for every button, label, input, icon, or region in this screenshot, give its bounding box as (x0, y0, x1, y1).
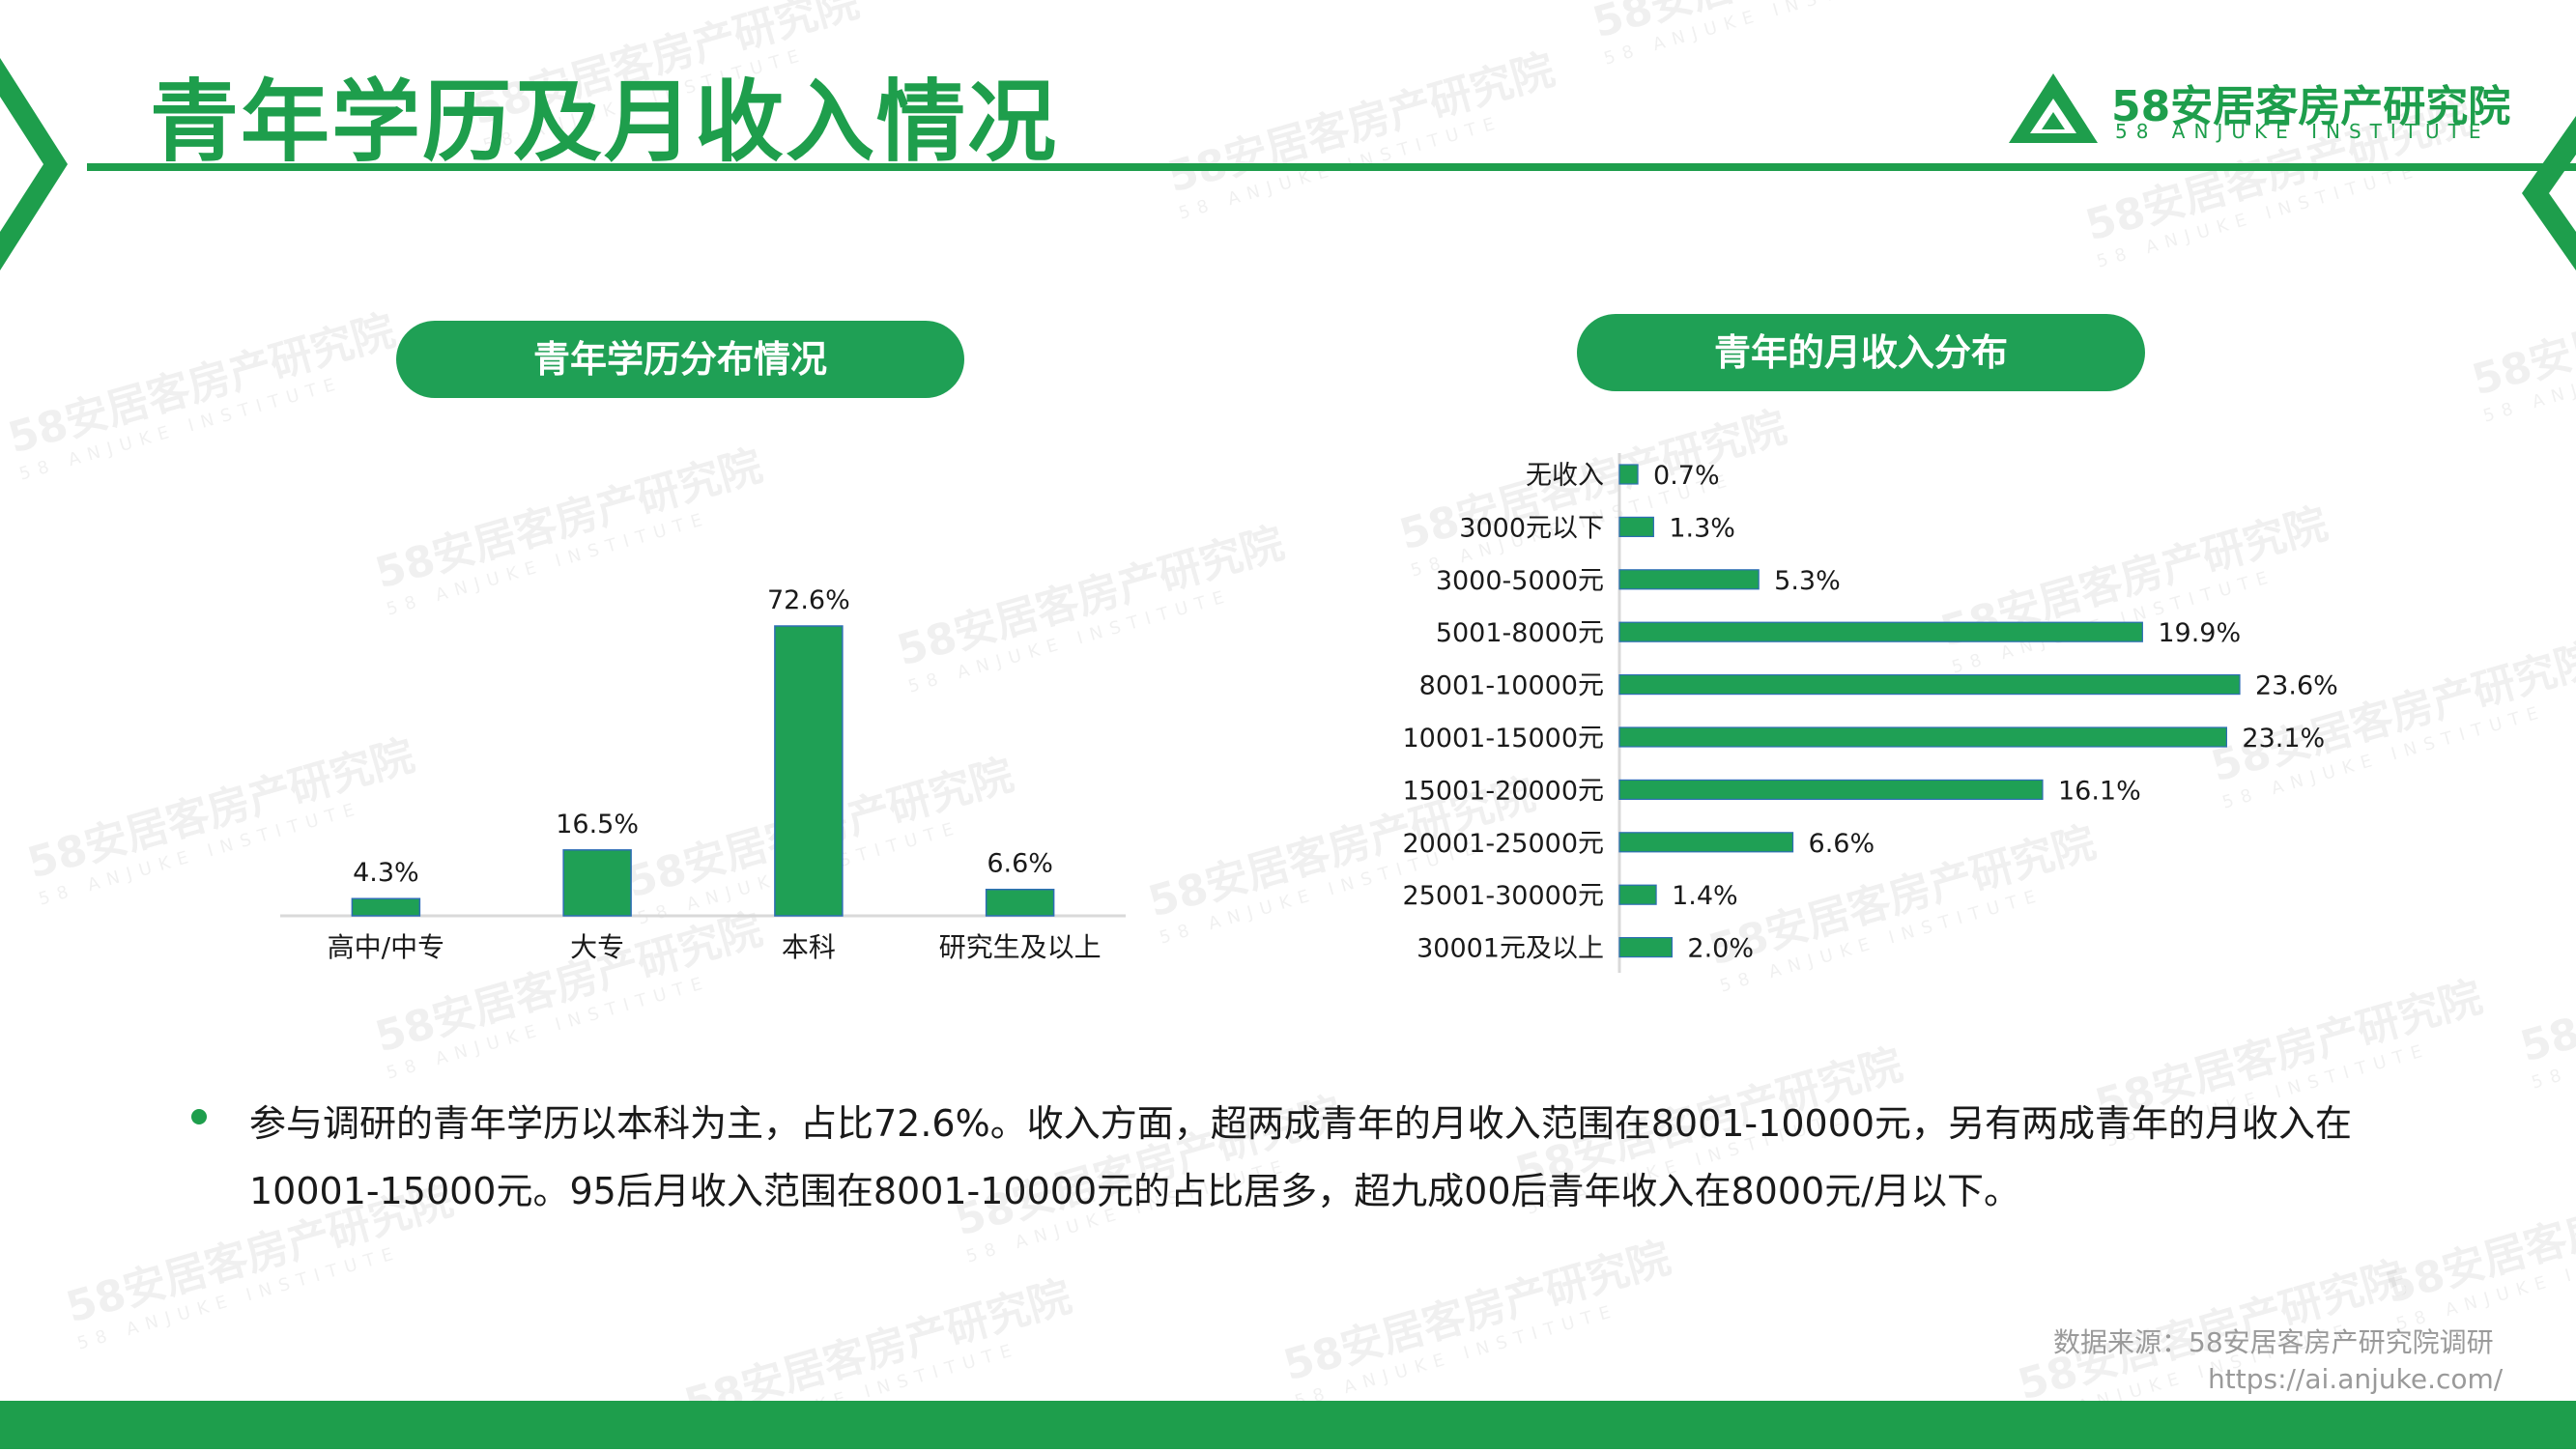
income-bar (1618, 516, 1654, 538)
education-chart-title: 青年学历分布情况 (396, 321, 964, 398)
income-bar-value-label: 0.7% (1653, 461, 1720, 491)
footer-bar (0, 1401, 2576, 1449)
logo-name-cn: 58安居客房产研究院 (2111, 82, 2511, 131)
income-bar (1618, 674, 2241, 696)
income-bar-value-label: 23.6% (2255, 671, 2338, 701)
income-category-label: 无收入 (1526, 461, 1604, 491)
income-category-label: 3000元以下 (1459, 513, 1604, 543)
education-bar (774, 625, 844, 917)
education-bar (351, 897, 421, 917)
triangle-a-icon (2009, 73, 2098, 143)
watermark-name-cn: 58安居客房产研究院 (1162, 44, 1560, 203)
education-bar-chart: 4.3% 高中/中专 16.5% 大专 72.6% 本科 6.6% 研究生及以上 (280, 585, 1126, 963)
income-bar-value-label: 6.6% (1809, 829, 1875, 859)
education-category-label: 大专 (570, 931, 624, 963)
income-bar (1618, 779, 2044, 800)
watermark-name-en: 58 ANJUKE INSTITUTE (2529, 982, 2576, 1094)
income-bar-value-label: 2.0% (1687, 934, 1754, 964)
income-bar (1618, 726, 2227, 748)
income-bar-value-label: 5.3% (1774, 566, 1841, 596)
income-bar-value-label: 19.9% (2158, 618, 2241, 648)
watermark-name-en: 58 ANJUKE INSTITUTE (2094, 159, 2422, 272)
income-category-label: 3000-5000元 (1436, 566, 1604, 596)
education-bar (562, 849, 632, 917)
education-category-label: 高中/中专 (328, 931, 444, 963)
income-bar (1618, 569, 1760, 590)
education-bar-value-label: 4.3% (353, 858, 419, 888)
page-title: 青年学历及月收入情况 (150, 71, 1059, 174)
income-bar-value-label: 1.4% (1672, 881, 1738, 911)
watermark-name-cn: 58安居客房产研究院 (2515, 914, 2576, 1072)
income-bar (1618, 884, 1657, 905)
income-category-label: 8001-10000元 (1419, 671, 1604, 701)
data-source-url[interactable]: https://ai.anjuke.com/ (2208, 1363, 2504, 1395)
education-bar (985, 888, 1055, 917)
watermark-name-en: 58 ANJUKE INSTITUTE (1176, 111, 1504, 224)
watermark-name-en: 58 ANJUKE INSTITUTE (2480, 315, 2576, 427)
income-bar-chart: 无收入 0.7% 3000元以下 1.3% 3000-5000元 5.3% 5001-800… (1402, 453, 2338, 973)
watermark-name-en: 58 ANJUKE INSTITUTE (1292, 1299, 1620, 1412)
income-bar (1618, 832, 1794, 853)
income-bar-value-label: 16.1% (2058, 776, 2141, 806)
watermark-name-en: 58 ANJUKE INSTITUTE (1601, 0, 1930, 70)
watermark-name-cn: 58安居客房产研究院 (2380, 1155, 2576, 1314)
header-divider (87, 163, 2576, 171)
income-chart-title: 青年的月收入分布 (1577, 314, 2145, 391)
watermark-name-en: 58 ANJUKE INSTITUTE (2393, 1222, 2576, 1335)
brand-logo: 58安居客房产研究院 58 ANJUKE INSTITUTE (2005, 70, 2511, 147)
income-category-label: 25001-30000元 (1402, 881, 1604, 911)
income-bar (1618, 621, 2143, 642)
income-category-label: 30001元及以上 (1417, 934, 1604, 964)
income-category-label: 5001-8000元 (1436, 618, 1604, 648)
right-chevron-decoration (2522, 116, 2576, 270)
education-bar-value-label: 6.6% (987, 849, 1053, 879)
income-category-label: 20001-25000元 (1402, 829, 1604, 859)
watermark-name-cn: 58安居客房产研究院 (3, 305, 401, 464)
income-category-label: 10001-15000元 (1402, 724, 1604, 754)
watermark-name-cn: 58安居客房产研究院 (1588, 0, 1985, 48)
data-source-label: 数据来源：58安居客房产研究院调研 (2053, 1326, 2494, 1358)
left-chevron-decoration (0, 58, 68, 270)
education-bar-value-label: 16.5% (556, 810, 639, 839)
income-bar (1618, 936, 1674, 958)
logo-name-en: 58 ANJUKE INSTITUTE (2115, 120, 2490, 143)
education-category-label: 研究生及以上 (939, 931, 1102, 963)
income-category-label: 15001-20000元 (1402, 776, 1604, 806)
watermark-name-cn: 58安居客房产研究院 (1278, 1233, 1676, 1391)
watermark-name-en: 58 ANJUKE INSTITUTE (74, 1241, 403, 1354)
summary-text: 参与调研的青年学历以本科为主，占比72.6%。收入方面，超两成青年的月收入范围在… (249, 1102, 2353, 1212)
education-category-label: 本科 (782, 931, 836, 963)
education-bar-value-label: 72.6% (767, 585, 850, 615)
watermark-name-en: 58 ANJUKE INSTITUTE (16, 372, 345, 485)
income-bar (1618, 464, 1639, 485)
income-bar-value-label: 23.1% (2242, 724, 2325, 754)
income-bar-value-label: 1.3% (1669, 513, 1735, 543)
summary-bullet (191, 1109, 207, 1124)
